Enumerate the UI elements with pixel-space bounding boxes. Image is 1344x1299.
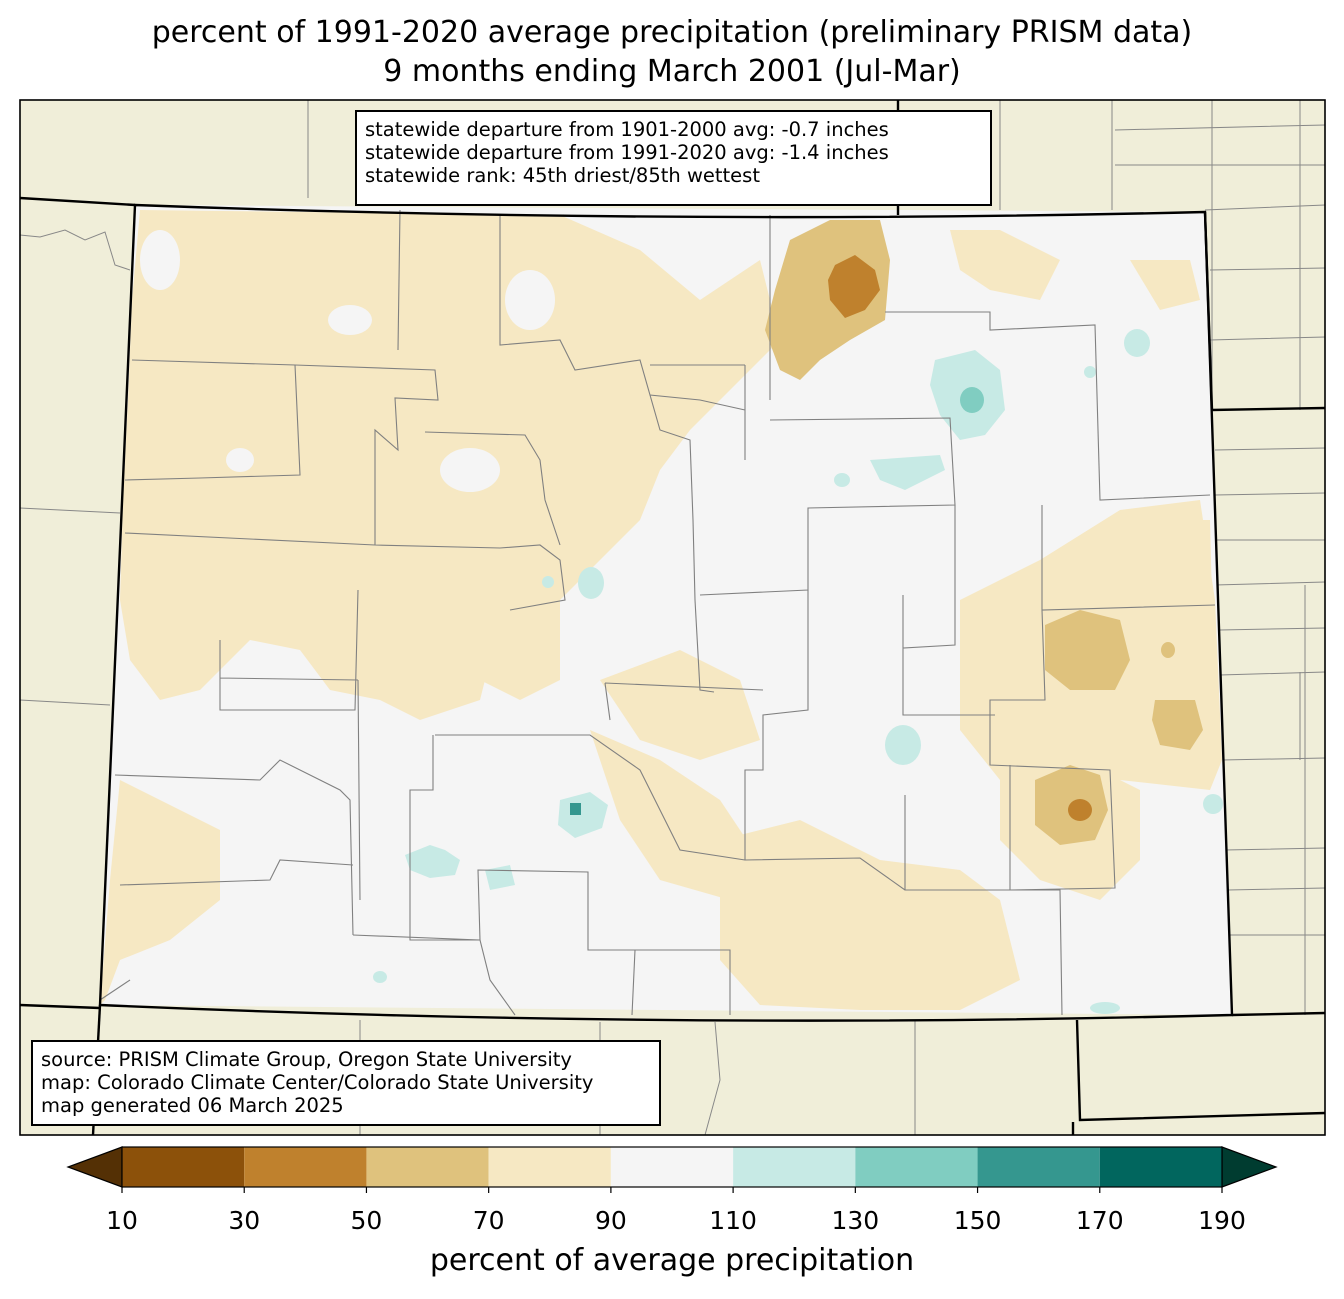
contour-90-110-holes <box>140 230 555 492</box>
colorbar-bin-90-110 <box>610 1147 734 1187</box>
map-frame <box>19 99 1326 1136</box>
stats-line-1: statewide departure from 1901-2000 avg: … <box>365 118 889 141</box>
colorbar-bin-10-30 <box>122 1147 245 1187</box>
statewide-stats-box: statewide departure from 1901-2000 avg: … <box>355 110 992 206</box>
colorbar-tick-label: 170 <box>1075 1206 1124 1235</box>
colorbar-tick-label: 190 <box>1198 1206 1246 1235</box>
colorbar-outline <box>121 1146 1223 1188</box>
colorbar-tick-label: 130 <box>831 1206 880 1235</box>
colorado-county-lines <box>99 209 1216 1016</box>
contour-130-150 <box>960 387 984 413</box>
colorbar-tick-label: 10 <box>106 1206 138 1235</box>
colorbar-extend-high <box>1221 1146 1278 1188</box>
colorbar-tick-label: 30 <box>228 1206 261 1235</box>
colorbar-extend-low <box>66 1146 123 1188</box>
colorbar-tick-label: 50 <box>350 1206 383 1235</box>
contour-150-170 <box>570 803 581 815</box>
map-subtitle: 9 months ending March 2001 (Jul-Mar) <box>383 54 961 89</box>
source-line-2: map: Colorado Climate Center/Colorado St… <box>41 1071 594 1094</box>
colorbar-tick-label: 90 <box>594 1206 627 1235</box>
stats-line-2: statewide departure from 1991-2020 avg: … <box>365 141 889 164</box>
contour-50-70 <box>765 220 1203 845</box>
colorbar-bin-150-170 <box>977 1147 1100 1187</box>
source-line-1: source: PRISM Climate Group, Oregon Stat… <box>41 1048 572 1071</box>
source-line-3: map generated 06 March 2025 <box>41 1094 344 1117</box>
colorbar-bin-30-50 <box>244 1147 367 1187</box>
colorbar-label: percent of average precipitation <box>429 1243 915 1278</box>
colorbar-bin-110-130 <box>733 1147 856 1187</box>
colorbar-tick-label: 150 <box>953 1206 1002 1235</box>
contour-30-50 <box>828 255 1092 821</box>
colorbar-bin-70-90 <box>488 1147 611 1187</box>
colorbar-bin-130-150 <box>855 1147 978 1187</box>
colorbar <box>66 1146 1278 1193</box>
colorbar-tick-label: 70 <box>472 1206 505 1235</box>
map-title: percent of 1991-2020 average precipitati… <box>151 15 1193 50</box>
colorado-border <box>98 203 1234 1022</box>
colorbar-bin-170-190 <box>1099 1147 1222 1187</box>
colorbar-tick-label: 110 <box>709 1206 757 1235</box>
colorbar-bin-50-70 <box>366 1147 489 1187</box>
stats-line-3: statewide rank: 45th driest/85th wettest <box>365 164 760 187</box>
source-box: source: PRISM Climate Group, Oregon Stat… <box>31 1040 661 1126</box>
